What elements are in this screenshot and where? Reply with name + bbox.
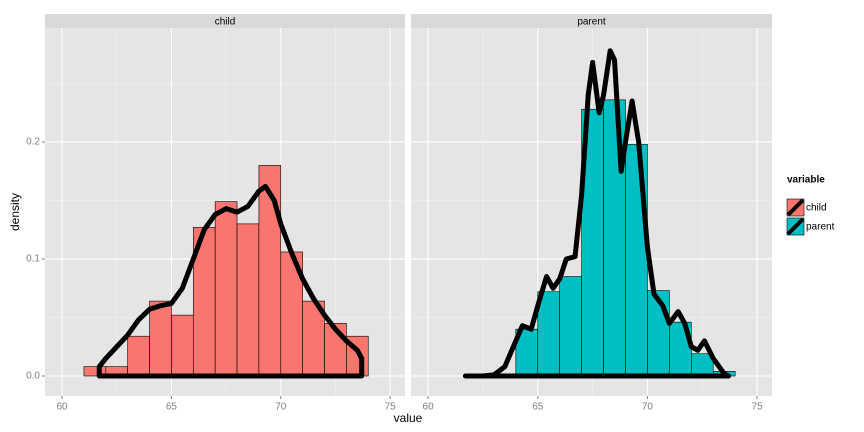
legend-label: parent bbox=[806, 222, 835, 233]
x-tick-label: 75 bbox=[752, 402, 764, 413]
strip bbox=[45, 14, 405, 28]
strip bbox=[411, 14, 772, 28]
density-base bbox=[96, 358, 365, 379]
x-axis-title: value bbox=[394, 411, 423, 425]
bar bbox=[603, 99, 626, 377]
legend-title: variable bbox=[787, 175, 825, 186]
y-tick-label: 0.2 bbox=[26, 137, 40, 148]
bar bbox=[214, 201, 238, 377]
y-tick-label: 0.0 bbox=[26, 371, 40, 382]
x-tick-label: 70 bbox=[642, 402, 654, 413]
bar bbox=[537, 291, 560, 377]
x-tick-label: 65 bbox=[166, 402, 178, 413]
y-tick-label: 0.1 bbox=[26, 254, 40, 265]
legend-key-line bbox=[786, 217, 805, 236]
x-tick-label: 75 bbox=[385, 402, 397, 413]
bar bbox=[559, 276, 582, 377]
bar bbox=[149, 300, 172, 377]
density-line bbox=[462, 48, 732, 379]
density-line bbox=[96, 183, 365, 370]
y-axis-title: density bbox=[8, 193, 22, 231]
bar bbox=[171, 314, 194, 377]
x-tick-label: 60 bbox=[56, 402, 68, 413]
strip-label: child bbox=[215, 17, 236, 28]
legend-key-line bbox=[786, 198, 805, 217]
x-tick-label: 70 bbox=[275, 402, 287, 413]
x-tick-label: 65 bbox=[532, 402, 544, 413]
bar bbox=[236, 223, 260, 377]
legend-label: child bbox=[806, 203, 827, 214]
strip-label: parent bbox=[577, 17, 606, 28]
bar bbox=[127, 335, 150, 377]
x-tick-label: 60 bbox=[423, 402, 435, 413]
